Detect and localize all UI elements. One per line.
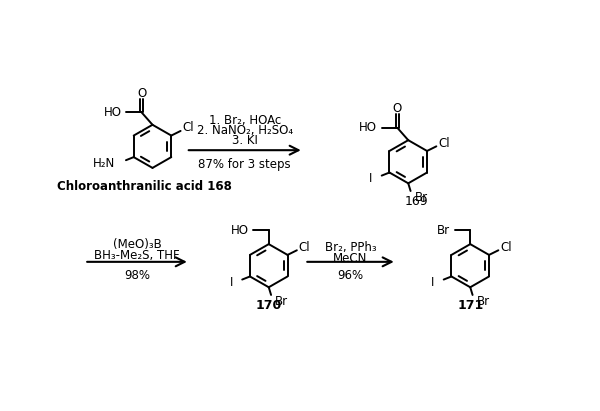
- Text: Cl: Cl: [500, 241, 512, 254]
- Text: Cl: Cl: [182, 121, 194, 134]
- Text: H₂N: H₂N: [93, 157, 115, 170]
- Text: Cl: Cl: [299, 241, 310, 254]
- Text: O: O: [137, 87, 146, 100]
- Text: 1. Br₂, HOAc: 1. Br₂, HOAc: [209, 114, 281, 127]
- Text: Cl: Cl: [438, 137, 450, 150]
- Text: BH₃-Me₂S, THF: BH₃-Me₂S, THF: [94, 249, 180, 262]
- Text: 96%: 96%: [337, 269, 364, 282]
- Text: 169: 169: [404, 195, 428, 208]
- Text: 170: 170: [256, 299, 282, 312]
- Text: 2. NaNO₂, H₂SO₄: 2. NaNO₂, H₂SO₄: [197, 125, 293, 137]
- Text: I: I: [369, 172, 373, 185]
- Text: Br: Br: [477, 295, 490, 307]
- Text: (MeO)₃B: (MeO)₃B: [113, 238, 161, 252]
- Text: 171: 171: [457, 299, 484, 312]
- Text: Br: Br: [275, 295, 289, 307]
- Text: I: I: [431, 276, 434, 289]
- Text: HO: HO: [104, 106, 121, 119]
- Text: 87% for 3 steps: 87% for 3 steps: [199, 157, 291, 171]
- Text: Br₂, PPh₃: Br₂, PPh₃: [325, 242, 376, 254]
- Text: HO: HO: [359, 121, 377, 134]
- Text: MeCN: MeCN: [334, 252, 368, 265]
- Text: Chloroanthranilic acid 168: Chloroanthranilic acid 168: [58, 180, 232, 193]
- Text: I: I: [230, 276, 233, 289]
- Text: 3. KI: 3. KI: [232, 134, 257, 148]
- Text: Br: Br: [415, 191, 428, 204]
- Text: 98%: 98%: [124, 269, 150, 282]
- Text: Br: Br: [437, 224, 450, 237]
- Text: O: O: [393, 102, 402, 115]
- Text: HO: HO: [230, 224, 248, 237]
